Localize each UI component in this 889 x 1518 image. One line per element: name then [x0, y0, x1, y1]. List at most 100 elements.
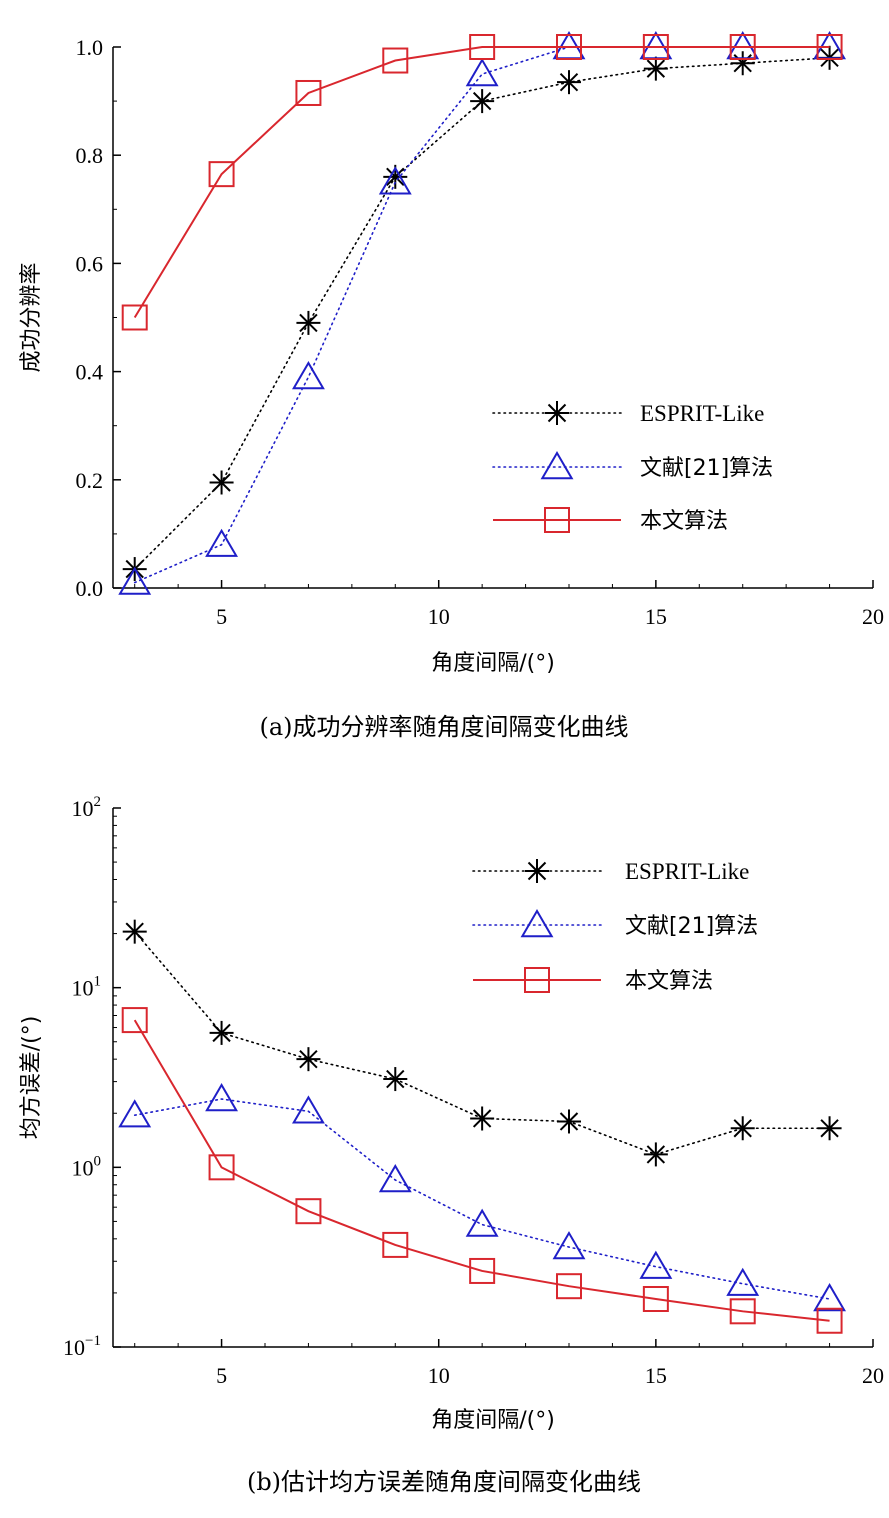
chart-a-legend-entry-proposed-algorithm: 本文算法 — [493, 507, 728, 534]
chart-b-series-proposed-algorithm-point — [816, 1307, 843, 1334]
chart-a-series-proposed-algorithm-point — [816, 34, 843, 60]
chart-a-series-proposed-algorithm-line — [133, 46, 830, 319]
chart-a-y-tick-label: 0.8 — [76, 143, 104, 168]
chart-b-series-esprit-like-point — [296, 1047, 321, 1072]
chart-a-y-axis-title: 成功分辨率 — [19, 262, 44, 372]
chart-a-series-esprit-like-line — [133, 57, 831, 570]
chart-a-legend-entry-proposed-algorithm-label: 本文算法 — [640, 509, 728, 534]
chart-b-y-tick-label: 102 — [72, 794, 102, 821]
chart-b-x-tick-label: 10 — [428, 1363, 450, 1388]
chart-a-series-esprit-like-point — [296, 310, 321, 335]
chart-a-x-tick-label: 10 — [428, 604, 450, 629]
chart-a-legend-entry-esprit-like-label: ESPRIT-Like — [640, 401, 764, 426]
chart-b-series-esprit-like-point — [383, 1067, 408, 1092]
chart-b-series-ref21-algorithm — [118, 1083, 847, 1312]
chart-a-series-ref21-algorithm-point — [118, 566, 152, 595]
chart-a-x-tick-label: 5 — [216, 604, 227, 629]
chart-a-legend-entry-proposed-algorithm-marker — [544, 507, 570, 533]
chart-a: (a)成功分辨率随角度间隔变化曲线 5 10 15 20 0.0 0.2 0.4 0.6 0.8… — [19, 31, 884, 741]
chart-a-caption: (a)成功分辨率随角度间隔变化曲线 — [259, 713, 628, 741]
chart-b-series-esprit-like-point — [730, 1116, 755, 1141]
chart-a-series-ref21-algorithm-point — [378, 166, 412, 195]
chart-b-series-esprit-like-point-stroke — [733, 1119, 752, 1138]
chart-b-series-ref21-algorithm-point — [291, 1095, 325, 1124]
chart-b-caption: (b)估计均方误差随角度间隔变化曲线 — [247, 1468, 641, 1496]
chart-a-legend-entry-esprit-like-marker — [545, 401, 569, 425]
chart-a-series-proposed-algorithm-point — [208, 161, 235, 188]
chart-a-series-esprit-like-point — [209, 470, 234, 495]
chart-a-legend-entry-esprit-like-marker-stroke — [547, 403, 567, 423]
chart-a-x-axis-title: 角度间隔/(°) — [431, 651, 555, 676]
chart-b-series-proposed-algorithm-point — [121, 1007, 148, 1034]
chart-b-x-tick-label: 15 — [645, 1363, 667, 1388]
chart-b-series-ref21-algorithm-point — [118, 1099, 152, 1128]
chart-a-series-proposed-algorithm-point — [729, 34, 756, 60]
chart-a-series-ref21-algorithm — [118, 31, 847, 595]
chart-b-legend-entry-ref21-algorithm-marker — [520, 909, 554, 938]
chart-b-legend-entry-proposed-algorithm: 本文算法 — [473, 967, 713, 994]
chart-b-series-esprit-like-point — [470, 1106, 495, 1131]
chart-b-x-axis-title: 角度间隔/(°) — [431, 1408, 555, 1433]
chart-a-y-tick-label: 1.0 — [76, 35, 104, 60]
chart-b-series-esprit-like-point-stroke — [125, 922, 144, 941]
chart-a-x-tick-label: 15 — [645, 604, 667, 629]
chart-b-series-proposed-algorithm — [121, 1007, 843, 1334]
chart-a-series-ref21-algorithm-point — [291, 361, 325, 390]
chart-b-y-tick-label: 101 — [72, 974, 102, 1001]
chart-a-series-proposed-algorithm-point — [556, 34, 582, 60]
chart-a-legend-entry-ref21-algorithm-marker — [540, 451, 574, 480]
chart-b-series-proposed-algorithm-line — [133, 1019, 830, 1322]
chart-b-series-proposed-algorithm-point — [295, 1198, 322, 1225]
chart-b-series-esprit-like-point-stroke — [299, 1049, 318, 1069]
chart-b-series-esprit-like-point-stroke — [212, 1023, 231, 1043]
chart-b-series-ref21-algorithm-point — [726, 1267, 760, 1296]
chart-a-series-ref21-algorithm-point — [552, 31, 586, 60]
chart-b-series-esprit-like-point — [817, 1116, 842, 1141]
chart-b-series-proposed-algorithm-point — [729, 1298, 756, 1325]
chart-b-series-proposed-algorithm-point — [642, 1285, 669, 1312]
chart-b-series-proposed-algorithm-point — [556, 1273, 582, 1300]
chart-a-series-proposed-algorithm-point — [382, 47, 409, 74]
chart-a-series-ref21-algorithm-point — [205, 528, 239, 557]
chart-b-series-ref21-algorithm-point — [205, 1083, 239, 1112]
chart-a-series-proposed-algorithm — [121, 34, 843, 331]
chart-a-y-tick-label: 0.2 — [76, 468, 104, 493]
chart-b-legend-entry-proposed-algorithm-marker — [524, 967, 550, 993]
chart-b-legend-entry-esprit-like-marker — [525, 859, 549, 883]
chart-b-series-proposed-algorithm-point — [208, 1154, 235, 1181]
chart-a-series-proposed-algorithm-point — [121, 304, 148, 331]
chart-b-legend-entry-ref21-algorithm: 文献[21]算法 — [472, 909, 758, 939]
chart-b-legend-entry-proposed-algorithm-label: 本文算法 — [625, 969, 713, 994]
chart-b-series-proposed-algorithm-point — [382, 1231, 409, 1258]
chart-a-x-tick-label: 20 — [862, 604, 884, 629]
chart-b-series-ref21-algorithm-point — [465, 1208, 499, 1237]
chart-a-series-esprit-like-point — [557, 70, 581, 95]
chart-a-series-proposed-algorithm-point — [469, 34, 496, 60]
chart-a-series-esprit-like-point — [643, 56, 668, 81]
chart-a-y-tick-label: 0.6 — [76, 251, 104, 276]
chart-b-legend-entry-esprit-like-label: ESPRIT-Like — [625, 859, 749, 884]
chart-a-series-esprit-like-point — [730, 51, 755, 76]
chart-b-series-ref21-algorithm-point — [813, 1283, 847, 1312]
chart-b-series-esprit-like-point — [122, 919, 147, 944]
chart-a-series-esprit-like — [122, 45, 842, 582]
chart-b-series-esprit-like-point — [209, 1020, 234, 1045]
chart-a-legend-entry-ref21-algorithm-label: 文献[21]算法 — [640, 456, 773, 481]
chart-b-series-proposed-algorithm-point — [469, 1257, 496, 1284]
chart-a-series-esprit-like-point-stroke — [212, 473, 231, 492]
chart-b-y-tick-label: 10−1 — [63, 1333, 101, 1360]
chart-a-series-ref21-algorithm-point — [465, 58, 499, 87]
chart-a-series-ref21-algorithm-point — [639, 31, 673, 60]
chart-b-legend-entry-ref21-algorithm-label: 文献[21]算法 — [625, 914, 758, 939]
chart-b-y-axis-title: 均方误差/(°) — [19, 1016, 44, 1140]
chart-b-y-tick-label: 100 — [72, 1153, 102, 1180]
chart-a-y-tick-label: 0.0 — [76, 576, 104, 601]
chart-b-series-esprit-like — [122, 919, 842, 1167]
chart-a-series-ref21-algorithm-line — [133, 46, 831, 584]
chart-a-series-proposed-algorithm-point — [295, 79, 322, 106]
chart-b-x-tick-label: 5 — [216, 1363, 227, 1388]
chart-b-series-esprit-like-point-stroke — [820, 1119, 839, 1138]
chart-b-series-esprit-like-point-stroke — [386, 1069, 405, 1089]
chart-b-series-ref21-algorithm-point — [378, 1164, 412, 1193]
